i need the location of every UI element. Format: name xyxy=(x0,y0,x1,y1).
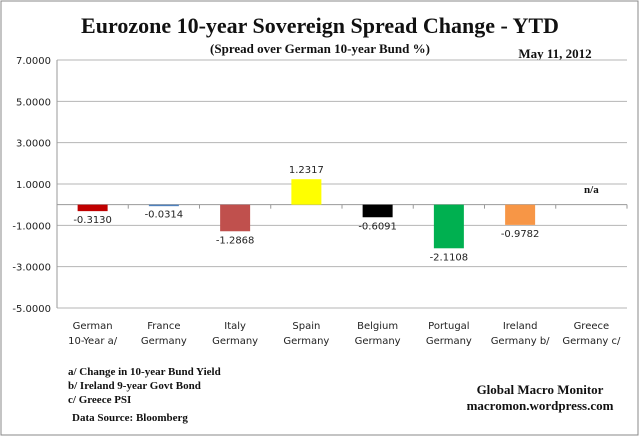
credit-url: macromon.wordpress.com xyxy=(467,398,614,413)
footnote-b: b/ Ireland 9-year Govt Bond xyxy=(68,380,201,392)
data-label: -0.3130 xyxy=(73,215,112,226)
y-tick-label: 7.0000 xyxy=(16,56,51,67)
data-label: -0.6091 xyxy=(358,221,397,232)
chart-subtitle: (Spread over German 10-year Bund %) xyxy=(210,41,430,56)
chart-date: May 11, 2012 xyxy=(518,46,591,61)
x-tick-label: Germany xyxy=(283,336,329,347)
x-tick-label: Germany xyxy=(355,336,401,347)
x-tick-label: Italy xyxy=(224,321,246,332)
x-tick-label: France xyxy=(147,321,180,332)
data-label: 1.2317 xyxy=(289,165,324,176)
x-tick-label: Germany c/ xyxy=(562,336,621,347)
credit-name: Global Macro Monitor xyxy=(477,382,604,397)
x-tick-label: 10-Year a/ xyxy=(68,336,118,347)
x-tick-label: Germany b/ xyxy=(491,336,550,347)
x-tick-label: Germany xyxy=(426,336,472,347)
x-tick-label: Germany xyxy=(212,336,258,347)
y-tick-label: -5.0000 xyxy=(12,304,51,315)
y-tick-label: 3.0000 xyxy=(16,139,51,150)
x-tick-label: Germany xyxy=(141,336,187,347)
x-tick-label: Portugal xyxy=(428,321,469,332)
data-label: n/a xyxy=(584,184,599,196)
y-tick-label: 1.0000 xyxy=(16,180,51,191)
bar xyxy=(291,179,322,205)
x-tick-label: Ireland xyxy=(503,321,538,332)
x-tick-label: Spain xyxy=(292,321,320,332)
data-label: -2.1108 xyxy=(430,252,469,263)
data-source: Data Source: Bloomberg xyxy=(72,412,188,424)
bar xyxy=(148,204,179,207)
bar xyxy=(433,204,464,249)
data-label: -0.9782 xyxy=(501,229,540,240)
data-label: -0.0314 xyxy=(145,209,184,220)
x-tick-label: Greece xyxy=(574,321,610,332)
bar xyxy=(505,204,536,225)
chart-title: Eurozone 10-year Sovereign Spread Change… xyxy=(81,13,559,38)
bar xyxy=(77,204,108,212)
bar xyxy=(220,204,251,232)
footnote-a: a/ Change in 10-year Bund Yield xyxy=(68,366,221,378)
bar xyxy=(362,204,393,218)
x-tick-label: Belgium xyxy=(357,321,398,332)
y-tick-label: -3.0000 xyxy=(12,263,51,274)
y-tick-label: 5.0000 xyxy=(16,97,51,108)
footnote-c: c/ Greece PSI xyxy=(68,394,131,406)
data-label: -1.2868 xyxy=(216,235,255,246)
x-tick-label: German xyxy=(73,321,113,332)
y-tick-label: -1.0000 xyxy=(12,221,51,232)
